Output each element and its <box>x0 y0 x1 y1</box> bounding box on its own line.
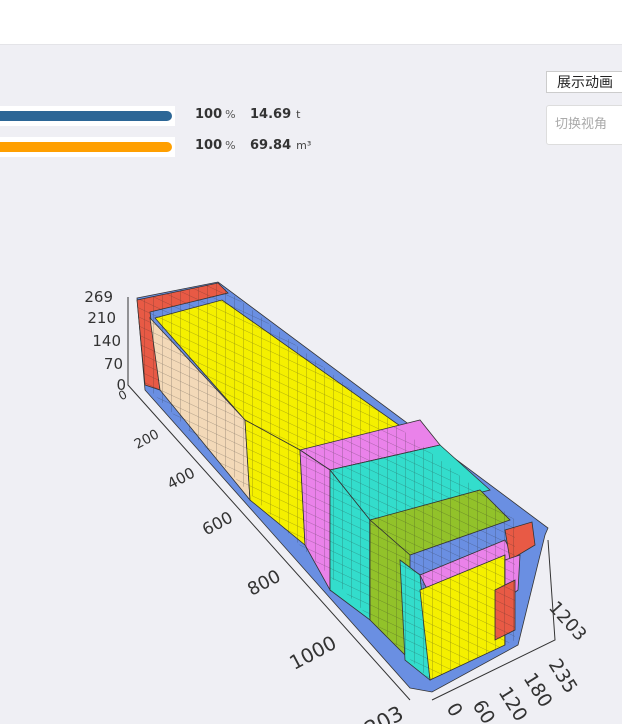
axis-line <box>127 297 411 701</box>
progress-track <box>0 137 175 157</box>
length-tick-label: 600 <box>199 508 236 540</box>
header <box>0 0 622 45</box>
height-tick-label: 140 <box>92 332 121 350</box>
length-tick-label: 800 <box>244 566 284 601</box>
amount-unit: t <box>296 108 301 121</box>
axes <box>127 297 556 701</box>
stat-row: 100% 14.69 t <box>0 106 340 126</box>
width-tick-label: 0 <box>442 699 467 721</box>
cargo-grid <box>137 283 515 680</box>
percent: 100% <box>195 107 236 122</box>
percent: 100% <box>195 138 236 153</box>
length-tick-label: 1000 <box>286 631 341 675</box>
length-tick-label: 1203 <box>349 701 407 724</box>
view-select[interactable]: 切换视角 <box>546 105 622 145</box>
amount: 14.69 t <box>250 107 300 122</box>
animate-button[interactable]: 展示动画 <box>546 71 622 93</box>
amount-value: 14.69 <box>250 107 292 122</box>
amount-value: 69.84 <box>250 138 292 153</box>
percent-unit: % <box>225 108 236 121</box>
length-tick-label: 200 <box>132 426 162 452</box>
percent-value: 100 <box>195 138 223 153</box>
length-tick-label: 400 <box>164 464 198 493</box>
percent-unit: % <box>225 139 236 152</box>
side-end-label: 1203 <box>544 597 590 645</box>
amount-unit: m³ <box>296 139 312 152</box>
height-tick-label: 269 <box>84 288 113 306</box>
height-tick-label: 210 <box>87 309 116 327</box>
percent-value: 100 <box>195 107 223 122</box>
progress-bar <box>0 111 172 121</box>
height-tick-label: 0 <box>116 376 126 394</box>
height-tick-label: 70 <box>104 355 123 373</box>
length-tick-label: 0 <box>116 387 129 403</box>
stat-row: 100% 69.84 m³ <box>0 137 340 157</box>
width-tick-label: 60 <box>468 696 499 724</box>
progress-bar <box>0 142 172 152</box>
progress-track <box>0 106 175 126</box>
amount: 69.84 m³ <box>250 138 311 153</box>
axis-line <box>431 539 556 701</box>
